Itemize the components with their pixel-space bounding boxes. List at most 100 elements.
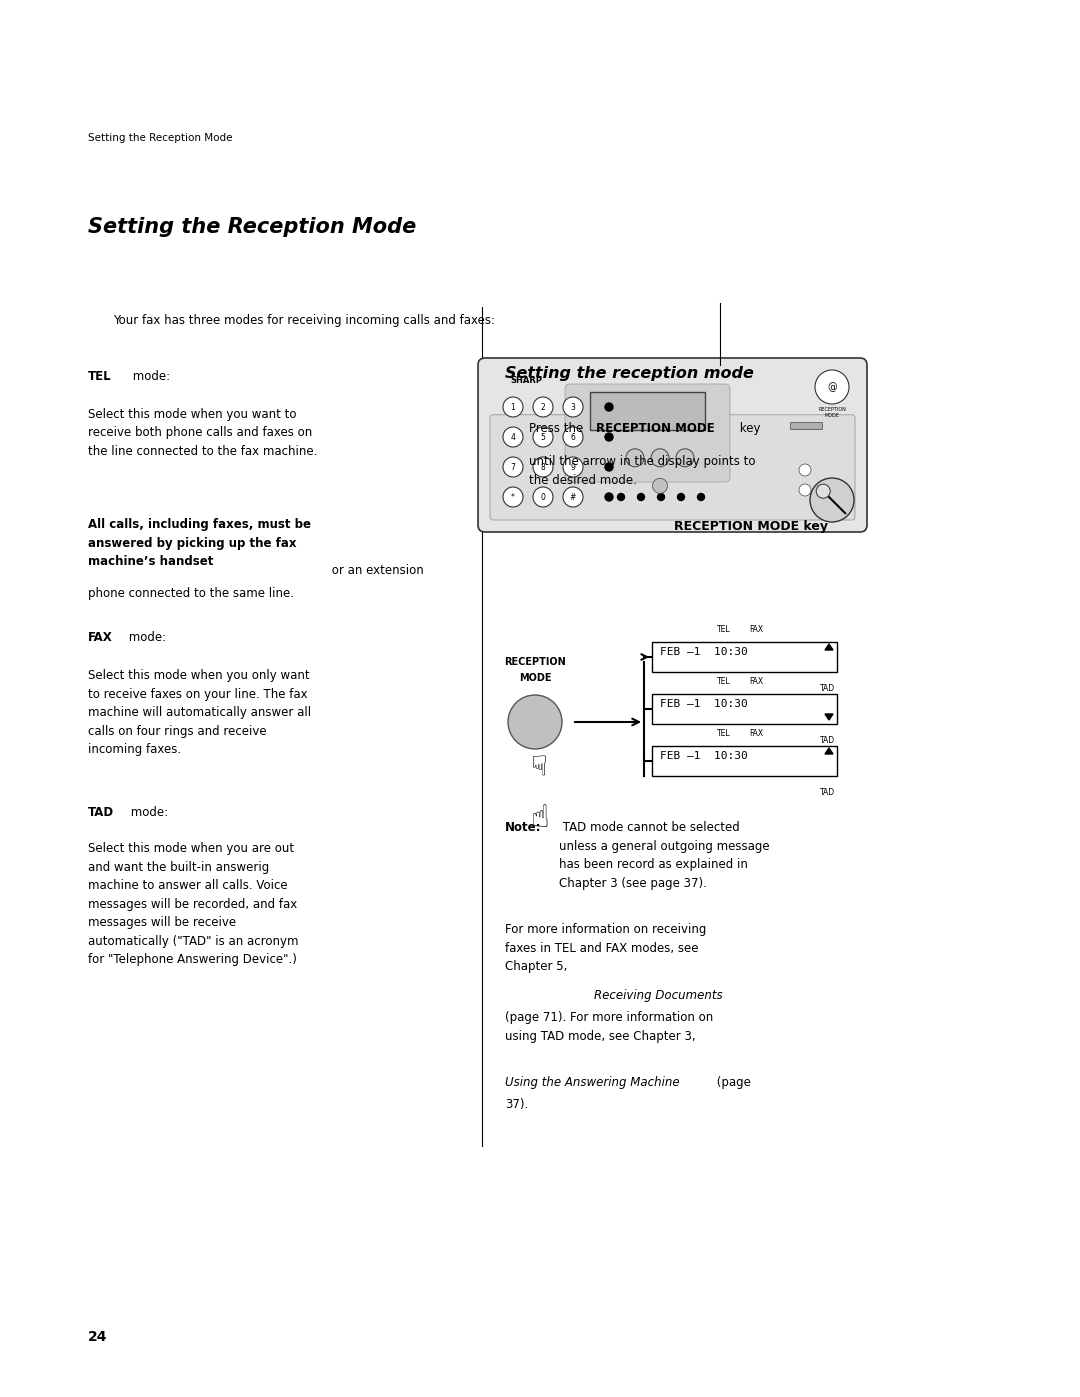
Text: TAD: TAD: [820, 685, 835, 693]
Circle shape: [658, 493, 664, 500]
Text: 4: 4: [511, 433, 515, 441]
Text: TEL: TEL: [717, 729, 730, 738]
Circle shape: [503, 427, 523, 447]
Bar: [652, 694, 837, 724]
Circle shape: [816, 485, 831, 499]
Circle shape: [563, 488, 583, 507]
Polygon shape: [825, 714, 833, 719]
Bar: [652, 746, 837, 775]
Text: For more information on receiving
faxes in TEL and FAX modes, see
Chapter 5,: For more information on receiving faxes …: [505, 923, 706, 974]
Text: SHARP: SHARP: [510, 376, 542, 386]
Text: 0: 0: [541, 493, 545, 502]
Circle shape: [651, 448, 669, 467]
Text: 5: 5: [541, 433, 545, 441]
Text: TAD mode cannot be selected
unless a general outgoing message
has been record as: TAD mode cannot be selected unless a gen…: [559, 821, 770, 890]
Circle shape: [503, 457, 523, 476]
Text: Your fax has three modes for receiving incoming calls and faxes:: Your fax has three modes for receiving i…: [113, 314, 495, 327]
Circle shape: [605, 433, 613, 441]
Circle shape: [677, 493, 685, 500]
Circle shape: [799, 483, 811, 496]
Text: ☝: ☝: [530, 805, 550, 833]
Text: RECEPTION: RECEPTION: [504, 657, 566, 666]
Text: 3: 3: [570, 402, 576, 412]
Circle shape: [818, 374, 846, 402]
Text: FAX: FAX: [748, 624, 762, 634]
Text: Setting the Reception Mode: Setting the Reception Mode: [87, 217, 416, 236]
Text: FAX: FAX: [87, 631, 112, 644]
Circle shape: [503, 397, 523, 416]
Text: RECEPTION
MODE: RECEPTION MODE: [818, 407, 846, 418]
Circle shape: [799, 464, 811, 476]
Text: mode:: mode:: [129, 370, 171, 383]
Circle shape: [508, 694, 562, 749]
Text: 7: 7: [511, 462, 515, 472]
Bar: [652, 643, 837, 672]
Text: Select this mode when you are out
and want the built-in answerig
machine to answ: Select this mode when you are out and wa…: [87, 842, 298, 967]
Text: FEB –1  10:30: FEB –1 10:30: [660, 752, 747, 761]
Circle shape: [626, 448, 644, 467]
Text: MODE: MODE: [518, 673, 551, 683]
Circle shape: [534, 397, 553, 416]
Bar: [789, 422, 822, 429]
Text: until the arrow in the display points to
the desired mode.: until the arrow in the display points to…: [529, 455, 755, 488]
Text: 9: 9: [570, 462, 576, 472]
Circle shape: [605, 462, 613, 471]
Text: Press the: Press the: [529, 422, 586, 434]
Text: key: key: [737, 422, 760, 434]
Text: ☞: ☞: [521, 754, 549, 780]
Text: 6: 6: [570, 433, 576, 441]
Text: *: *: [511, 493, 515, 502]
Text: TEL: TEL: [717, 624, 730, 634]
Text: 8: 8: [541, 462, 545, 472]
Text: mode:: mode:: [124, 631, 166, 644]
Text: Setting the reception mode: Setting the reception mode: [505, 366, 754, 381]
Circle shape: [676, 448, 694, 467]
Text: FEB –1  10:30: FEB –1 10:30: [660, 698, 747, 710]
Circle shape: [605, 493, 613, 502]
Text: All calls, including faxes, must be
answered by picking up the fax
machine’s han: All calls, including faxes, must be answ…: [87, 518, 311, 569]
Circle shape: [563, 457, 583, 476]
Text: (page: (page: [714, 1076, 752, 1088]
Text: 1: 1: [511, 402, 515, 412]
Text: @: @: [827, 381, 837, 393]
Text: Note:: Note:: [505, 821, 541, 834]
Circle shape: [698, 493, 704, 500]
Circle shape: [563, 427, 583, 447]
Text: (page 71). For more information on
using TAD mode, see Chapter 3,: (page 71). For more information on using…: [505, 1011, 713, 1044]
FancyBboxPatch shape: [565, 384, 730, 482]
Text: or an extension: or an extension: [327, 564, 423, 577]
Bar: [590, 393, 705, 430]
Circle shape: [618, 493, 624, 500]
Text: Select this mode when you want to
receive both phone calls and faxes on
the line: Select this mode when you want to receiv…: [87, 408, 318, 458]
Text: Receiving Documents: Receiving Documents: [594, 989, 723, 1002]
Text: phone connected to the same line.: phone connected to the same line.: [87, 587, 294, 599]
Text: 2: 2: [541, 402, 545, 412]
Circle shape: [652, 478, 667, 493]
Text: FAX: FAX: [748, 729, 762, 738]
Text: TAD: TAD: [87, 806, 114, 819]
FancyBboxPatch shape: [490, 415, 855, 520]
Polygon shape: [825, 644, 833, 650]
Text: Select this mode when you only want
to receive faxes on your line. The fax
machi: Select this mode when you only want to r…: [87, 669, 311, 756]
Circle shape: [605, 402, 613, 411]
Circle shape: [810, 478, 854, 522]
Circle shape: [815, 370, 849, 404]
Text: RECEPTION MODE: RECEPTION MODE: [596, 422, 714, 434]
Text: Using the Answering Machine: Using the Answering Machine: [505, 1076, 679, 1088]
Polygon shape: [825, 747, 833, 754]
Text: RECEPTION MODE key: RECEPTION MODE key: [674, 520, 827, 532]
Text: TAD: TAD: [820, 736, 835, 745]
Text: mode:: mode:: [126, 806, 168, 819]
FancyBboxPatch shape: [478, 358, 867, 532]
Text: FAX: FAX: [748, 678, 762, 686]
Text: 24: 24: [87, 1330, 108, 1344]
Circle shape: [637, 493, 645, 500]
Text: TEL: TEL: [717, 678, 730, 686]
Circle shape: [534, 457, 553, 476]
Circle shape: [563, 397, 583, 416]
Text: Setting the Reception Mode: Setting the Reception Mode: [87, 133, 232, 142]
Text: TAD: TAD: [820, 788, 835, 798]
Circle shape: [503, 488, 523, 507]
Text: 37).: 37).: [505, 1098, 528, 1111]
Text: #: #: [570, 493, 577, 502]
